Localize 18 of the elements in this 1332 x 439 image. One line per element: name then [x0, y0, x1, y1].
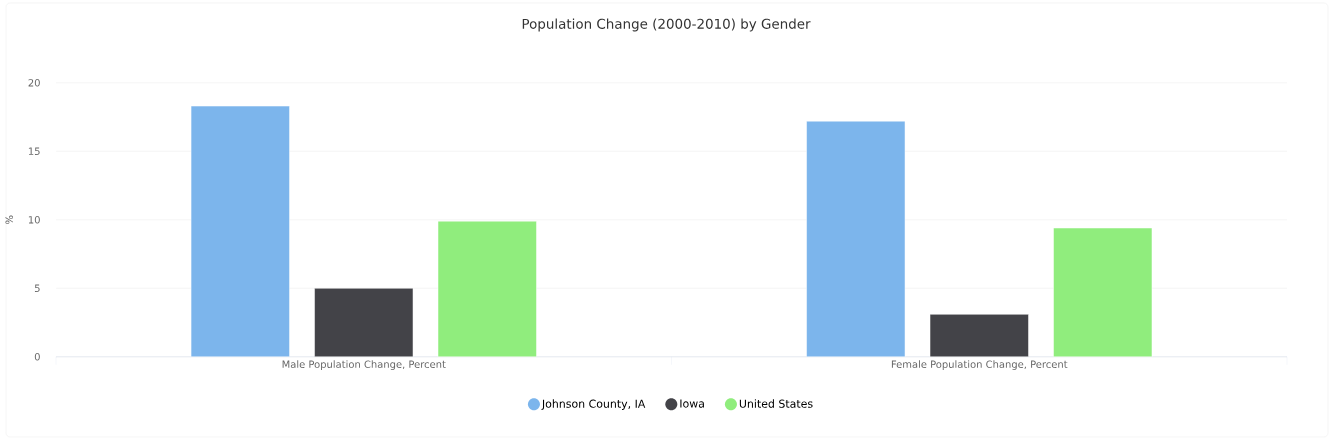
y-tick-label: 15 — [28, 147, 40, 155]
bar — [1053, 227, 1153, 358]
legend-label: United States — [739, 399, 813, 408]
y-axis-title: % — [5, 215, 13, 224]
chart-title: Population Change (2000-2010) by Gender — [522, 18, 811, 32]
legend-label: Iowa — [680, 399, 704, 408]
x-tick-label: Female Population Change, Percent — [891, 360, 1068, 370]
bar — [314, 288, 414, 358]
y-tick-label: 5 — [34, 284, 40, 292]
y-tick-label: 0 — [34, 353, 40, 361]
bar — [190, 105, 290, 358]
bar — [806, 120, 906, 358]
legend-label: Johnson County, IA — [541, 399, 646, 410]
y-tick-label: 20 — [28, 79, 40, 87]
x-tick-label: Male Population Change, Percent — [282, 360, 446, 370]
bar — [437, 220, 537, 358]
bar — [929, 314, 1029, 358]
y-tick-label: 10 — [28, 216, 40, 224]
